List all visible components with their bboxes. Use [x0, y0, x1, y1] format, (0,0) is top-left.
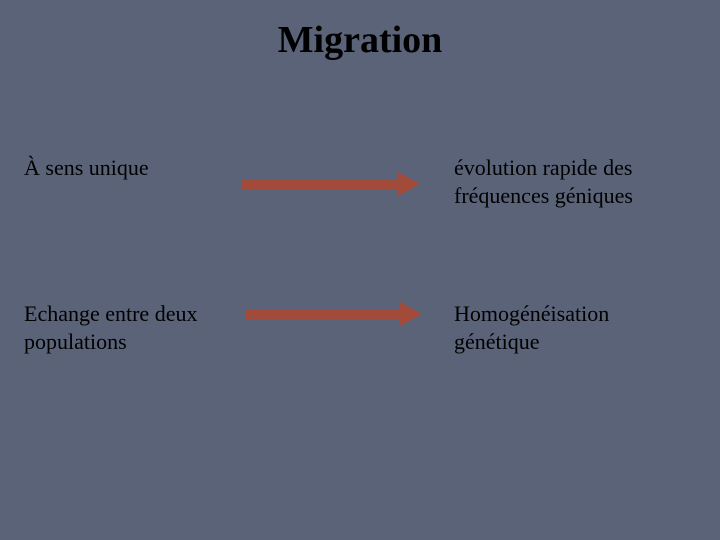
arrow-head [398, 172, 420, 196]
row1-arrow-icon [242, 172, 420, 196]
arrow-shaft [246, 309, 400, 319]
slide-title: Migration [0, 18, 720, 62]
row1-right-text: évolution rapide desfréquences géniques [454, 154, 633, 209]
row2-left-text: Echange entre deux populations [24, 300, 197, 355]
row2-right-text: Homogénéisationgénétique [454, 300, 609, 355]
row1-left-text: À sens unique [24, 154, 149, 182]
row2-arrow-icon [246, 302, 422, 326]
arrow-head [400, 302, 422, 326]
arrow-shaft [242, 179, 398, 189]
slide: Migration À sens unique évolution rapide… [0, 0, 720, 540]
